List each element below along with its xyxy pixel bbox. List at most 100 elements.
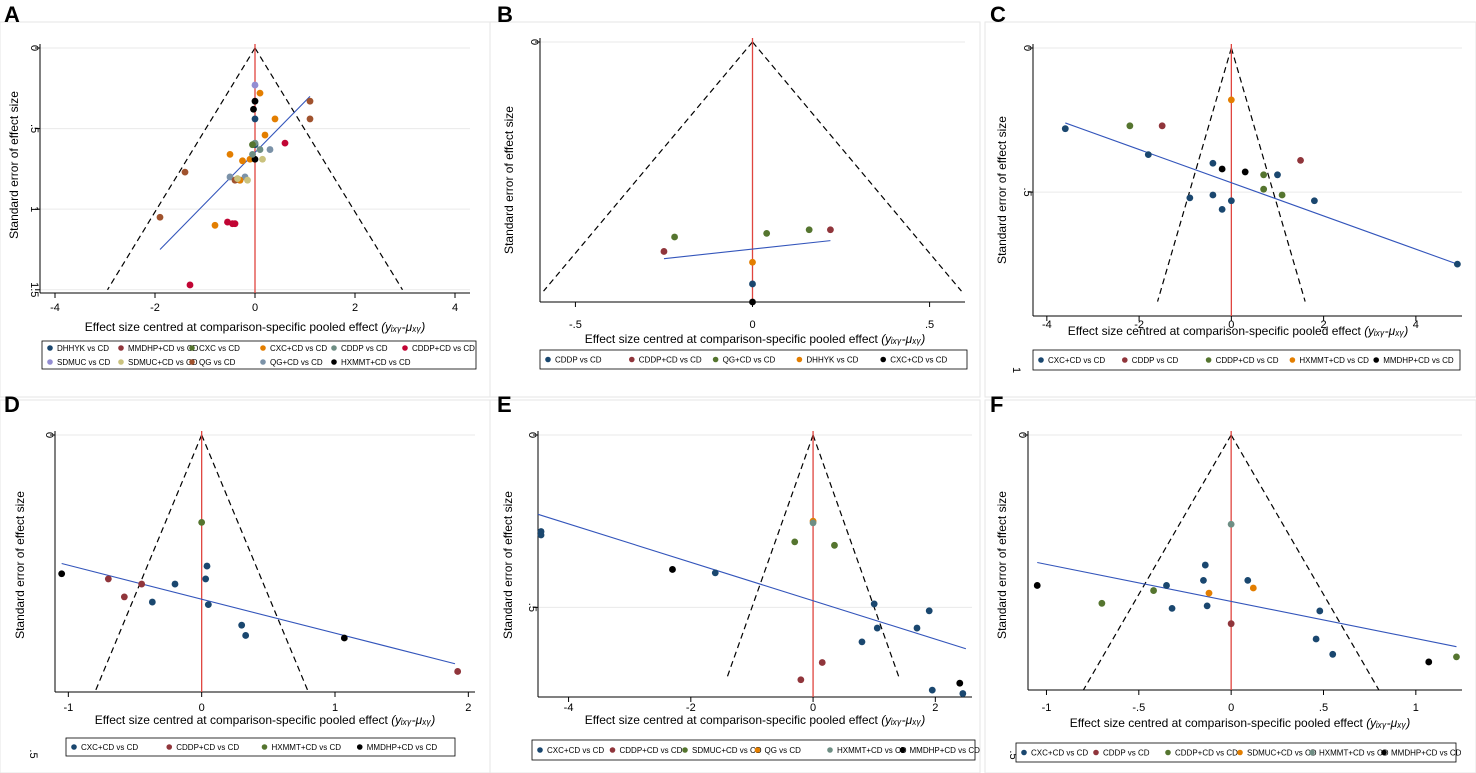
data-point: [1200, 576, 1207, 584]
data-point: [1227, 96, 1235, 104]
data-point: [204, 601, 212, 609]
data-point: [1209, 191, 1217, 199]
funnel-left: [543, 41, 753, 292]
legend-label: SDMUC+CD vs CD: [128, 358, 198, 367]
legend-label: SDMUC vs CD: [57, 358, 111, 367]
data-point: [266, 146, 274, 153]
data-point: [1244, 576, 1252, 584]
data-point: [1163, 582, 1170, 589]
x-tick-label: 4: [452, 302, 458, 314]
x-tick-label: 0: [1228, 319, 1234, 331]
data-point: [306, 115, 314, 123]
data-point: [660, 248, 668, 255]
legend-label: CXC+CD vs CD: [270, 344, 327, 353]
legend-marker: [1021, 749, 1027, 756]
data-point: [831, 541, 838, 549]
x-tick-label: 4: [1413, 319, 1419, 331]
y-tick-label: .5: [1007, 750, 1019, 759]
x-tick-label: 0: [810, 702, 816, 714]
legend-label: HXMMT+CD vs CD: [837, 746, 907, 755]
y-tick-label: 1: [1010, 367, 1022, 373]
data-point: [928, 686, 936, 694]
y-tick-label: .5: [27, 749, 39, 758]
legend-label: CDDP vs CD: [341, 344, 388, 353]
legend-label: HXMMT+CD vs CD: [1299, 356, 1369, 365]
legend-marker: [1205, 357, 1212, 363]
fit-line: [537, 513, 967, 650]
legend-label: CXC+CD vs CD: [81, 743, 138, 752]
data-point: [1453, 653, 1460, 661]
legend-marker: [545, 356, 551, 363]
y-axis-title: Standard error of effect size: [501, 491, 515, 639]
x-tick-label: 1: [1413, 702, 1419, 714]
panel-e: -4 -2 0 2 0 .5 Effect size centred at comparis…: [489, 392, 981, 773]
legend-label: CDDP vs CD: [1132, 356, 1179, 365]
funnel-left: [1082, 434, 1232, 691]
legend-label: CDDP+CD vs CD: [176, 743, 239, 752]
fit-line: [61, 562, 456, 665]
legend-box: [531, 739, 976, 761]
legend-marker: [260, 345, 266, 351]
data-point: [238, 621, 246, 629]
funnel-left: [106, 47, 256, 291]
data-point: [148, 598, 156, 606]
y-tick-label: 1: [28, 206, 40, 212]
x-tick-label: 2: [352, 302, 358, 314]
data-point: [340, 634, 348, 642]
data-point: [226, 150, 234, 158]
y-axis-title: Standard error of effect size: [502, 106, 516, 254]
legend-marker: [331, 359, 337, 365]
data-point: [251, 81, 259, 89]
y-axis-title: Standard error of effect size: [13, 491, 27, 639]
x-tick-label: -2: [686, 702, 696, 714]
data-point: [1297, 156, 1304, 164]
x-axis-title: Effect size centred at comparison-specif…: [1070, 716, 1410, 730]
legend-box: [539, 349, 968, 370]
y-tick-label: 1.5: [28, 282, 40, 297]
legend-label: CDDP vs CD: [1103, 749, 1150, 758]
y-tick-label: 0: [1016, 432, 1028, 438]
legend-box: [1032, 349, 1461, 371]
data-point: [104, 575, 112, 583]
panel-f: -1 -.5 0 .5 1 0 .5 Effect size centred at compa…: [984, 392, 1476, 773]
legend-label: MMDHP+CD vs CD: [910, 746, 981, 755]
data-point: [1218, 205, 1226, 213]
data-point: [669, 566, 676, 573]
data-point: [171, 580, 179, 588]
legend-label: CDDP+CD vs CD: [1216, 356, 1279, 365]
data-point: [1227, 520, 1235, 528]
fit-line: [1037, 561, 1457, 648]
y-axis-title: Standard error of effect size: [995, 491, 1009, 639]
legend-label: CXC vs CD: [199, 344, 240, 353]
data-point: [791, 538, 799, 546]
x-tick-label: .5: [1319, 702, 1328, 714]
legend-label: SDMUC+CD vs CD: [1247, 749, 1317, 758]
plot-area: [55, 435, 475, 692]
data-point: [244, 176, 251, 184]
data-point: [256, 89, 264, 97]
y-tick-label: 0: [526, 432, 538, 438]
legend-label: CXC+CD vs CD: [1048, 356, 1105, 365]
x-tick-label: -4: [1042, 319, 1052, 331]
y-axis-title: Standard error of effect size: [995, 116, 1009, 264]
legend-marker: [1093, 749, 1099, 756]
legend-label: HXMMT+CD vs CD: [272, 743, 342, 752]
data-point: [749, 258, 756, 266]
data-point: [250, 105, 257, 113]
plot-area: [1033, 48, 1462, 316]
data-point: [1453, 260, 1461, 268]
legend-label: MMDHP+CD vs CD: [1383, 356, 1454, 365]
data-point: [203, 562, 211, 570]
data-point: [242, 632, 250, 639]
x-tick-label: -4: [564, 702, 574, 714]
panel-letter: F: [990, 392, 1003, 417]
data-point: [956, 679, 964, 687]
data-point: [229, 220, 236, 228]
legend-label: HXMMT+CD vs CD: [341, 358, 411, 367]
y-tick-label: .5: [526, 603, 538, 612]
y-tick-label: 0: [1021, 45, 1033, 51]
funnel-right: [1230, 434, 1380, 691]
data-point: [261, 131, 269, 139]
